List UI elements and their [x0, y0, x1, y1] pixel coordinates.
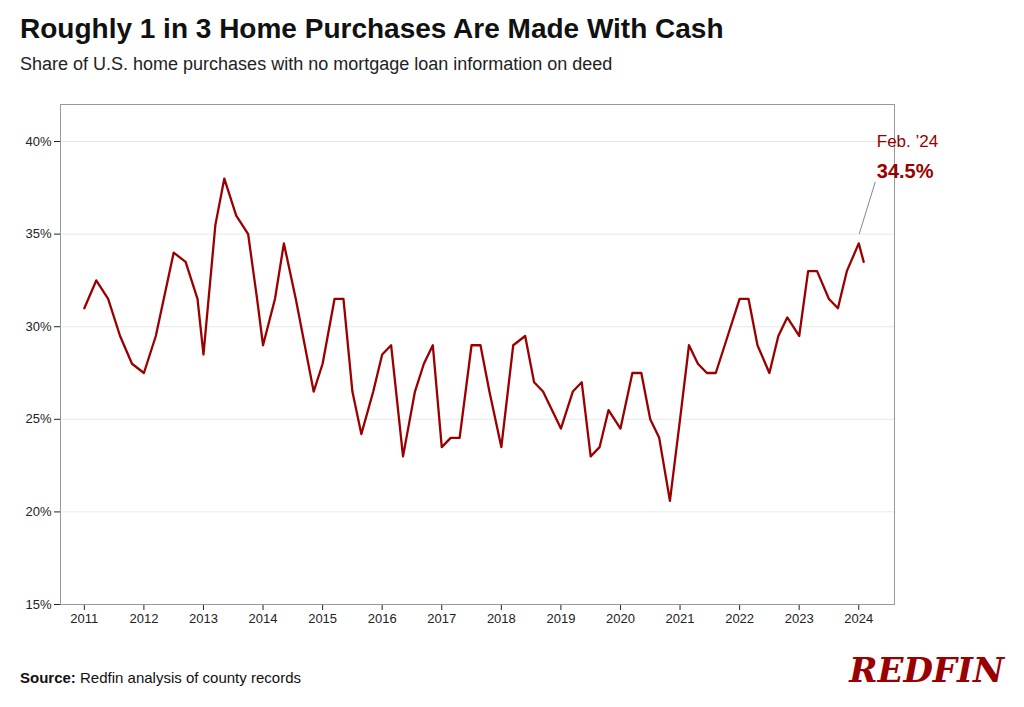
svg-text:25%: 25% — [25, 411, 51, 426]
svg-text:40%: 40% — [25, 134, 51, 149]
svg-text:2017: 2017 — [427, 611, 456, 626]
svg-text:2013: 2013 — [189, 611, 218, 626]
svg-text:15%: 15% — [25, 597, 51, 612]
svg-text:2012: 2012 — [129, 611, 158, 626]
html-text:Roughly 1 in 3 Home Purchases: Roughly 1 in 3 Home Purchases Are Made W… — [20, 13, 724, 44]
html-text:Source: Redfin analysis of cou: Source: Redfin analysis of county record… — [20, 669, 301, 686]
svg-text:35%: 35% — [25, 226, 51, 241]
svg-text:2022: 2022 — [725, 611, 754, 626]
svg-text:2015: 2015 — [308, 611, 337, 626]
svg-text:Feb. ’24: Feb. ’24 — [877, 132, 938, 151]
svg-text:30%: 30% — [25, 319, 51, 334]
svg-text:34.5%: 34.5% — [877, 160, 934, 182]
svg-text:2016: 2016 — [368, 611, 397, 626]
html-text:Share of U.S. home purchases w: Share of U.S. home purchases with no mor… — [20, 54, 613, 74]
svg-text:2011: 2011 — [70, 611, 98, 626]
svg-text:2014: 2014 — [249, 611, 278, 626]
svg-text:2018: 2018 — [487, 611, 516, 626]
svg-text:20%: 20% — [25, 504, 51, 519]
svg-text:2024: 2024 — [844, 611, 873, 626]
svg-text:2023: 2023 — [785, 611, 814, 626]
svg-text:2019: 2019 — [546, 611, 575, 626]
svg-text:2020: 2020 — [606, 611, 635, 626]
html-text:REDFIN: REDFIN — [849, 650, 1004, 690]
svg-text:2021: 2021 — [666, 611, 695, 626]
